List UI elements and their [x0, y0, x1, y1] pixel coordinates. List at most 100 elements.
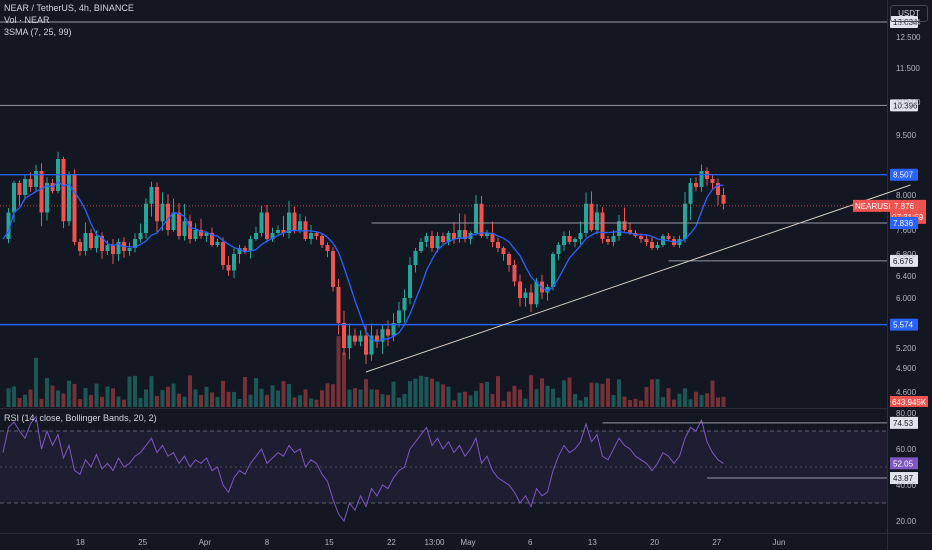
volume-bar — [573, 394, 577, 407]
candle-body — [314, 233, 319, 236]
volume-bar — [600, 383, 605, 407]
time-axis-tick: May — [460, 538, 475, 547]
volume-bar — [149, 376, 154, 407]
volume-bar — [67, 380, 71, 407]
candle-body — [23, 179, 27, 195]
volume-bar — [534, 389, 539, 407]
candle-body — [644, 239, 649, 242]
candle-body — [353, 335, 357, 342]
candle-body — [254, 233, 258, 239]
volume-bar — [6, 388, 11, 407]
volume-bar — [622, 396, 627, 407]
volume-bar — [474, 390, 478, 407]
price-axis-tick: 4.900 — [896, 364, 917, 373]
volume-bar — [17, 397, 22, 407]
candle-body — [133, 239, 137, 248]
volume-bar — [215, 397, 220, 407]
candle-body — [589, 203, 594, 230]
volume-bar — [61, 393, 66, 407]
volume-bar — [688, 399, 693, 407]
price-axis-tick: 9.500 — [896, 131, 917, 140]
volume-bar — [303, 389, 308, 407]
volume-bar — [485, 381, 489, 407]
volume-legend[interactable]: Vol · NEAR — [4, 15, 50, 25]
volume-bar — [606, 378, 610, 407]
volume-bar — [408, 381, 412, 407]
candle-body — [424, 236, 429, 242]
candle-body — [716, 183, 720, 195]
rsi-legend[interactable]: RSI (14, close, Bollinger Bands, 20, 2) — [4, 413, 157, 423]
candle-body — [435, 236, 440, 248]
candle-body — [380, 329, 385, 342]
rsi-line — [2, 415, 724, 523]
candle-body — [402, 298, 407, 311]
volume-bar — [50, 385, 55, 407]
candle-body — [281, 230, 286, 233]
volume-bar — [419, 375, 423, 407]
candle-body — [111, 245, 115, 254]
level-tag-6.676 — [890, 254, 918, 267]
candle-body — [105, 245, 110, 251]
time-axis-tick: 20 — [650, 538, 659, 547]
volume-bar — [655, 379, 660, 407]
symbol-legend[interactable]: NEAR / TetherUS, 4h, BINANCE — [4, 3, 134, 13]
volume-bar — [551, 388, 555, 407]
volume-bar — [353, 388, 357, 407]
candle-body — [595, 212, 599, 230]
candle-body — [232, 254, 236, 271]
volume-bars — [6, 336, 726, 407]
volume-bar — [116, 396, 121, 407]
volume-bar — [633, 398, 638, 407]
currency-button[interactable]: USDT — [890, 5, 928, 22]
candle-body — [127, 248, 132, 251]
volume-bar — [309, 398, 313, 407]
rsi-current-value: 52.05 — [893, 459, 914, 468]
price-axis-tick: 6.400 — [896, 272, 917, 281]
candle-body — [210, 233, 214, 245]
level-tag-label: 5.574 — [893, 321, 914, 330]
candle-body — [45, 183, 49, 213]
rsi-level-label: 74.53 — [893, 419, 914, 428]
candle-body — [650, 242, 654, 248]
volume-bar — [683, 388, 687, 407]
volume-bar — [375, 389, 379, 407]
candle-body — [512, 265, 517, 282]
candle-body — [391, 323, 396, 336]
candle-body — [617, 221, 621, 236]
volume-bar — [292, 397, 297, 407]
volume-bar — [562, 380, 566, 407]
volume-bar — [83, 388, 88, 407]
candle-body — [193, 230, 198, 239]
candle-body — [325, 245, 330, 251]
volume-bar — [281, 381, 286, 407]
candle-body — [160, 203, 165, 222]
time-axis-tick: 27 — [712, 538, 721, 547]
time-axis-tick: Apr — [199, 538, 212, 547]
candle-body — [303, 221, 308, 239]
candle-body — [199, 230, 203, 236]
volume-bar — [204, 386, 209, 407]
volume-bar — [23, 394, 27, 407]
sma-legend[interactable]: 3SMA (7, 25, 99) — [4, 27, 72, 37]
candle-body — [369, 335, 374, 355]
candle-body — [221, 242, 225, 265]
volume-bar — [320, 390, 324, 407]
volume-bar — [386, 394, 390, 407]
volume-bar — [358, 389, 363, 407]
volume-bar — [661, 397, 665, 407]
volume-bar — [507, 391, 511, 407]
candle-body — [490, 233, 495, 242]
volume-bar — [265, 394, 269, 407]
price-axis-tick: 11.500 — [896, 64, 920, 73]
candle-body — [6, 212, 11, 239]
volume-bar — [452, 400, 456, 407]
volume-bar — [89, 394, 93, 407]
volume-bar — [540, 378, 544, 407]
volume-bar — [716, 397, 720, 407]
volume-bar — [144, 389, 148, 407]
volume-bar — [199, 394, 203, 407]
candle-body — [188, 221, 192, 239]
time-axis-tick: 15 — [325, 538, 334, 547]
level-tag-label: 8.507 — [893, 171, 914, 180]
